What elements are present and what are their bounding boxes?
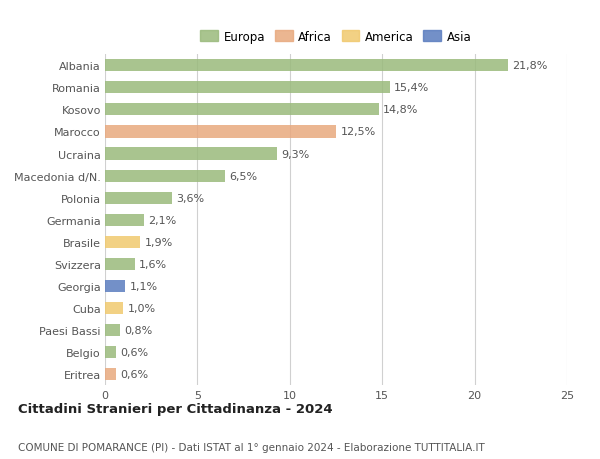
Text: 0,6%: 0,6%: [121, 347, 149, 358]
Bar: [105, 369, 116, 381]
Text: Cittadini Stranieri per Cittadinanza - 2024: Cittadini Stranieri per Cittadinanza - 2…: [18, 403, 332, 415]
Bar: [105, 236, 140, 248]
Text: 0,6%: 0,6%: [121, 369, 149, 380]
Text: 12,5%: 12,5%: [341, 127, 376, 137]
Bar: [105, 126, 336, 138]
Text: 3,6%: 3,6%: [176, 193, 204, 203]
Text: 15,4%: 15,4%: [394, 83, 430, 93]
Text: 21,8%: 21,8%: [512, 61, 548, 71]
Bar: [105, 325, 120, 336]
Bar: [105, 214, 144, 226]
Bar: [105, 170, 225, 182]
Bar: [105, 192, 172, 204]
Bar: [105, 104, 379, 116]
Text: 1,0%: 1,0%: [128, 303, 156, 313]
Text: 2,1%: 2,1%: [148, 215, 176, 225]
Text: 6,5%: 6,5%: [230, 171, 258, 181]
Bar: [105, 347, 116, 358]
Bar: [105, 302, 124, 314]
Text: 0,8%: 0,8%: [124, 325, 152, 336]
Bar: [105, 148, 277, 160]
Bar: [105, 258, 134, 270]
Text: 1,1%: 1,1%: [130, 281, 158, 291]
Bar: [105, 60, 508, 72]
Text: COMUNE DI POMARANCE (PI) - Dati ISTAT al 1° gennaio 2024 - Elaborazione TUTTITAL: COMUNE DI POMARANCE (PI) - Dati ISTAT al…: [18, 442, 485, 452]
Text: 1,6%: 1,6%: [139, 259, 167, 269]
Text: 9,3%: 9,3%: [281, 149, 310, 159]
Bar: [105, 280, 125, 292]
Legend: Europa, Africa, America, Asia: Europa, Africa, America, Asia: [198, 28, 474, 46]
Text: 14,8%: 14,8%: [383, 105, 418, 115]
Bar: [105, 82, 389, 94]
Text: 1,9%: 1,9%: [145, 237, 173, 247]
